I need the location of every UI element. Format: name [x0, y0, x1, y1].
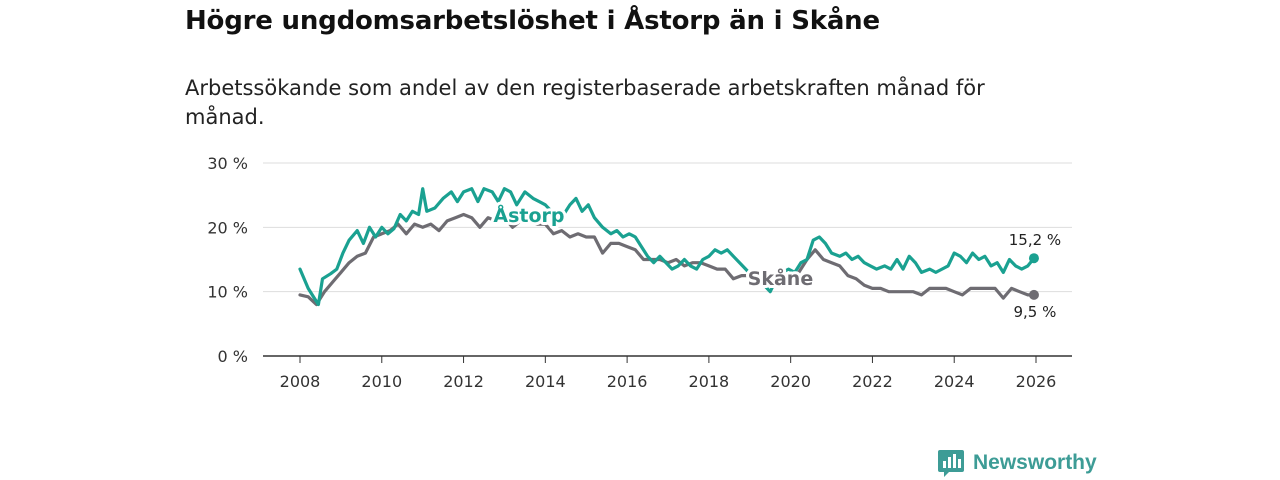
axes: 0 % 10 % 20 % 30 % 2008 2010 2012 2014 2016 2018 2… — [207, 154, 1072, 391]
x-tick-label: 2016 — [607, 372, 648, 391]
end-value-skane: 9,5 % — [1014, 303, 1057, 321]
newsworthy-icon — [938, 450, 964, 477]
end-point-astorp — [1028, 253, 1039, 264]
series-line-astorp — [298, 187, 1036, 307]
chart-title: Högre ungdomsarbetslöshet i Åstorp än i … — [185, 6, 880, 36]
series — [298, 187, 1039, 307]
y-tick-label: 10 % — [207, 283, 248, 302]
y-tick-label: 30 % — [207, 154, 248, 173]
series-label-skane-halo: Skåne — [748, 266, 814, 290]
series-label-astorp-halo: Åstorp — [493, 203, 564, 227]
x-tick-label: 2008 — [280, 372, 321, 391]
y-tick-label: 20 % — [207, 218, 248, 237]
x-tick-label: 2022 — [852, 372, 893, 391]
end-point-skane — [1028, 289, 1039, 300]
x-tick-label: 2018 — [689, 372, 730, 391]
brand-name: Newsworthy — [973, 451, 1097, 474]
chart-subtitle: Arbetssökande som andel av den registerb… — [185, 76, 985, 129]
series-line-skane — [298, 212, 1036, 307]
x-tick-label: 2024 — [934, 372, 975, 391]
y-tick-label: 0 % — [218, 347, 248, 366]
end-value-astorp: 15,2 % — [1009, 231, 1061, 249]
newsworthy-logo[interactable]: Newsworthy — [937, 448, 1097, 478]
x-tick-label: 2020 — [770, 372, 811, 391]
series-label-skane: Skåne — [748, 266, 814, 290]
series-label-astorp: Åstorp — [493, 203, 564, 227]
x-tick-label: 2026 — [1016, 372, 1057, 391]
x-tick-label: 2012 — [443, 372, 484, 391]
grid — [263, 162, 1072, 293]
x-tick-label: 2014 — [525, 372, 566, 391]
x-tick-label: 2010 — [361, 372, 402, 391]
